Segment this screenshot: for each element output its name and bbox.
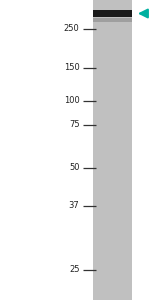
Bar (93, 18, 132, 22)
Text: 100: 100 (64, 96, 80, 105)
Text: 150: 150 (64, 63, 80, 72)
Bar (93, 10, 132, 17)
Text: 75: 75 (69, 120, 80, 129)
Text: 50: 50 (69, 164, 80, 172)
Bar (93, 0, 132, 300)
Text: 250: 250 (64, 24, 80, 33)
Text: 37: 37 (69, 201, 80, 210)
Text: 25: 25 (69, 266, 80, 274)
